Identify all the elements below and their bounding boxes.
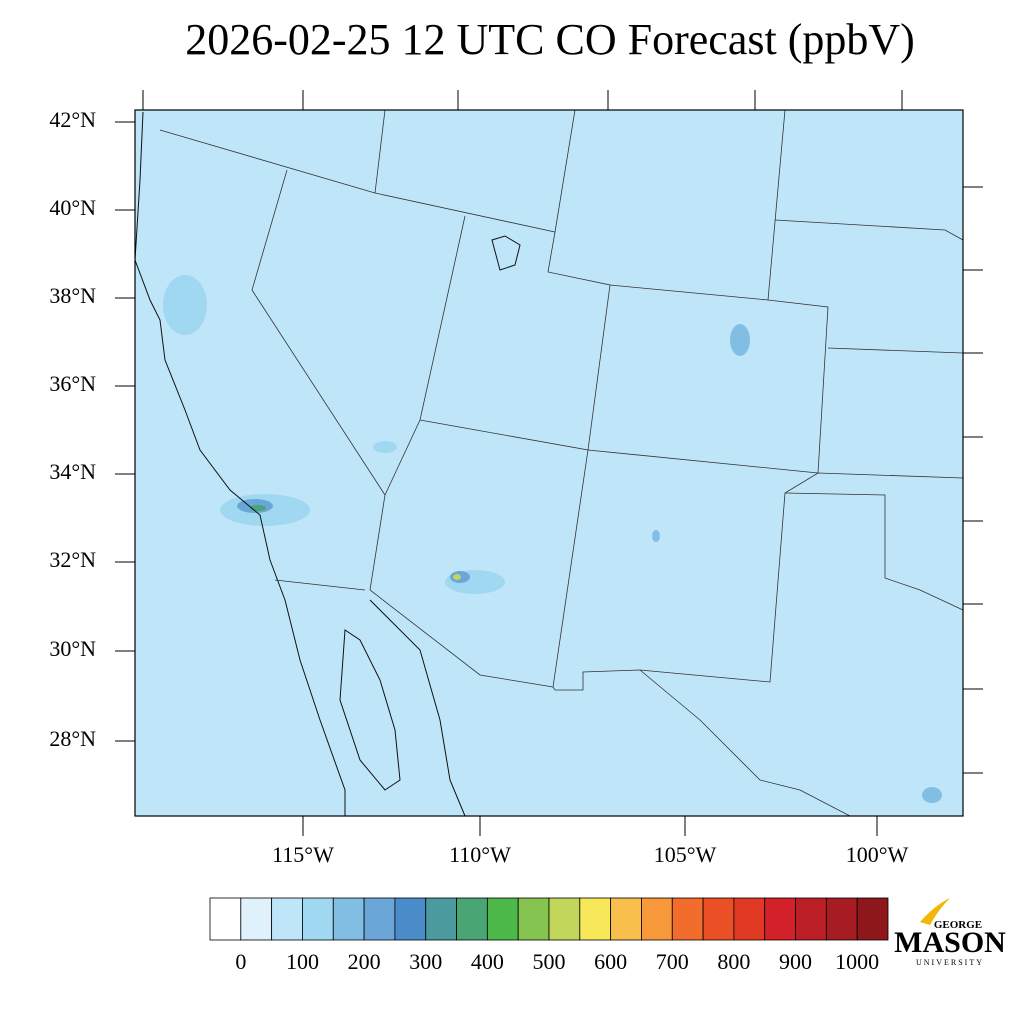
colorbar-swatch (456, 897, 488, 941)
colorbar-swatch (240, 897, 273, 941)
colorbar-label: 700 (656, 949, 689, 974)
colorbar-swatch (363, 897, 396, 941)
colorbar-swatch (641, 897, 673, 941)
colorbar-swatch (517, 897, 550, 941)
colorbar-label: 100 (286, 949, 319, 974)
colorbar-swatch (671, 897, 704, 941)
colorbar-label: 300 (409, 949, 442, 974)
lat-label: 32°N (49, 547, 96, 572)
lon-label: 100°W (846, 842, 909, 867)
colorbar-label: 900 (779, 949, 812, 974)
colorbar-swatch (302, 897, 334, 941)
lat-label: 28°N (49, 726, 96, 751)
lat-label: 38°N (49, 283, 96, 308)
lat-label: 30°N (49, 636, 96, 661)
colorbar-label: 200 (348, 949, 381, 974)
lat-label: 36°N (49, 371, 96, 396)
colorbar-swatch (856, 897, 889, 941)
colorbar-swatch (209, 897, 242, 941)
lat-label: 34°N (49, 459, 96, 484)
colorbar-label: 600 (594, 949, 627, 974)
lon-label: 115°W (272, 842, 334, 867)
colorbar-label: 800 (717, 949, 750, 974)
colorbar-label: 0 (235, 949, 246, 974)
colorbar-label: 500 (533, 949, 566, 974)
colorbar-swatch (548, 897, 581, 941)
colorbar-swatch (486, 897, 519, 941)
boundaries (134, 109, 964, 817)
logo-bottom: UNIVERSITY (916, 958, 984, 967)
map-background (135, 110, 963, 816)
colorbar-swatch (332, 897, 365, 941)
colorbar-swatch (394, 897, 427, 941)
colorbar-swatch (795, 897, 827, 941)
colorbar-swatch (702, 897, 735, 941)
colorbar-swatch (733, 897, 766, 941)
colorbar-swatch (579, 897, 612, 941)
lon-label: 105°W (654, 842, 717, 867)
colorbar-swatch (425, 897, 457, 941)
colorbar-label: 1000 (835, 949, 879, 974)
co-plumes (163, 275, 942, 803)
gmu-logo: GEORGE MASON UNIVERSITY (894, 898, 1006, 967)
logo-main: MASON (894, 926, 1006, 959)
colorbar-swatch (825, 897, 858, 941)
lat-label: 40°N (49, 195, 96, 220)
map-title: 2026-02-25 12 UTC CO Forecast (ppbV) (185, 15, 915, 64)
colorbar-swatch (610, 897, 642, 941)
colorbar-swatch (764, 897, 796, 941)
lon-label: 110°W (449, 842, 511, 867)
lat-label: 42°N (49, 107, 96, 132)
logo-top: GEORGE (934, 919, 982, 931)
colorbar-swatch (271, 897, 303, 941)
colorbar-label: 400 (471, 949, 504, 974)
map-frame (134, 109, 964, 817)
